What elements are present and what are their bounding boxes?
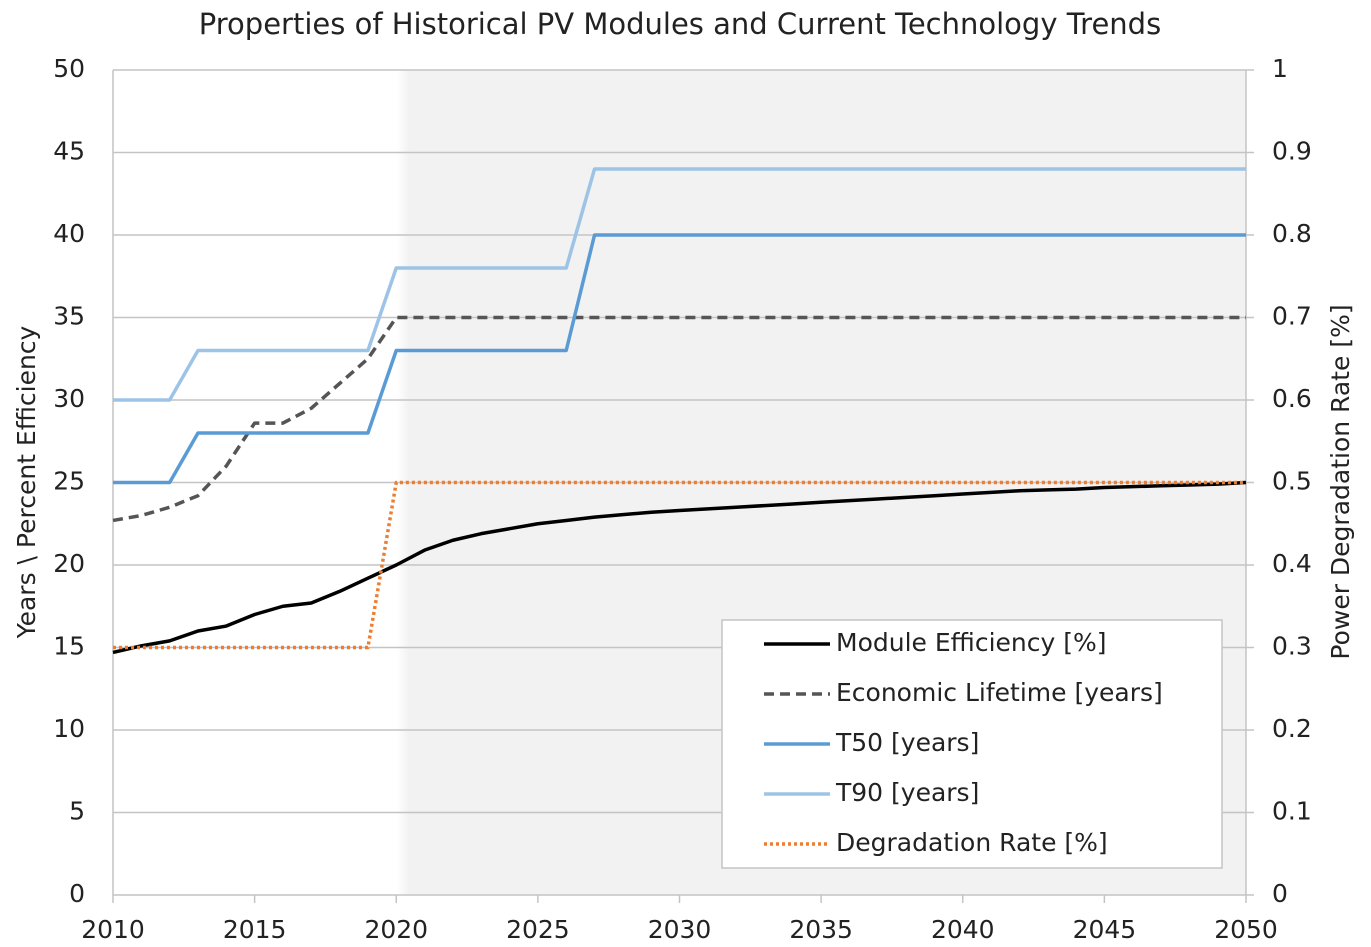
y-tick-label: 40 xyxy=(53,219,85,248)
y2-tick-label: 1 xyxy=(1272,54,1288,83)
y2-tick-label: 0.4 xyxy=(1272,549,1312,578)
x-tick-label: 2020 xyxy=(364,915,428,944)
y-tick-label: 0 xyxy=(69,879,85,908)
y2-tick-label: 0.6 xyxy=(1272,384,1312,413)
y-tick-label: 30 xyxy=(53,384,85,413)
y2-axis-label: Power Degradation Rate [%] xyxy=(1326,304,1355,659)
y2-tick-label: 0.8 xyxy=(1272,219,1312,248)
y2-tick-label: 0.1 xyxy=(1272,797,1312,826)
legend-label: Degradation Rate [%] xyxy=(836,828,1108,857)
y-tick-label: 15 xyxy=(53,632,85,661)
x-tick-label: 2010 xyxy=(81,915,145,944)
x-tick-label: 2045 xyxy=(1073,915,1137,944)
x-tick-label: 2050 xyxy=(1214,915,1278,944)
y-tick-label: 45 xyxy=(53,137,85,166)
y2-tick-label: 0.3 xyxy=(1272,632,1312,661)
legend-label: T90 [years] xyxy=(835,778,979,807)
series-line xyxy=(113,167,1246,402)
series-line xyxy=(112,315,1246,523)
legend-label: T50 [years] xyxy=(835,728,979,757)
x-tick-label: 2040 xyxy=(931,915,995,944)
y2-tick-label: 0 xyxy=(1272,879,1288,908)
x-tick-label: 2030 xyxy=(648,915,712,944)
legend-label: Module Efficiency [%] xyxy=(836,628,1106,657)
y-tick-label: 50 xyxy=(53,54,85,83)
y2-tick-label: 0.2 xyxy=(1272,714,1312,743)
legend-label: Economic Lifetime [years] xyxy=(836,678,1163,707)
y2-tick-label: 0.7 xyxy=(1272,302,1312,331)
series-line xyxy=(113,480,1246,650)
y-axis-label: Years \ Percent Efficiency xyxy=(12,325,41,639)
y2-tick-label: 0.5 xyxy=(1272,467,1312,496)
y2-tick-label: 0.9 xyxy=(1272,137,1312,166)
series-line xyxy=(113,233,1246,485)
y-tick-label: 20 xyxy=(53,549,85,578)
y-tick-label: 25 xyxy=(53,467,85,496)
y-tick-label: 35 xyxy=(53,302,85,331)
x-tick-label: 2035 xyxy=(789,915,853,944)
x-tick-label: 2015 xyxy=(223,915,287,944)
series-line xyxy=(112,480,1247,655)
y-tick-label: 5 xyxy=(69,797,85,826)
chart-title: Properties of Historical PV Modules and … xyxy=(199,7,1161,41)
y-tick-label: 10 xyxy=(53,714,85,743)
x-tick-label: 2025 xyxy=(506,915,570,944)
